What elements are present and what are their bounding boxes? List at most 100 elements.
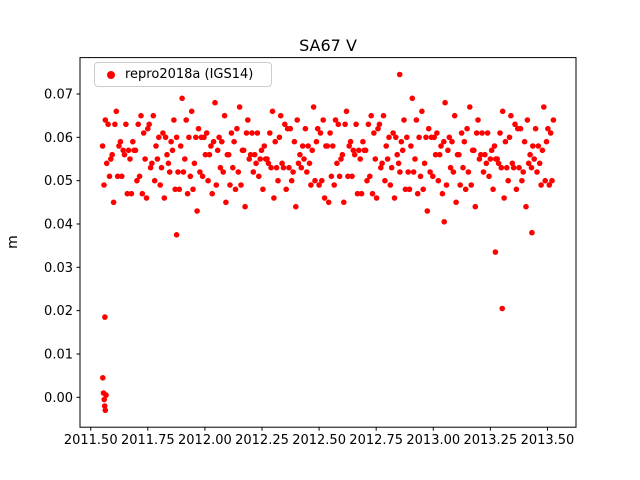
data-point xyxy=(378,164,384,171)
data-point xyxy=(184,190,191,197)
data-point xyxy=(499,108,506,115)
data-point xyxy=(102,407,109,414)
data-point xyxy=(306,160,313,167)
data-point xyxy=(101,182,107,188)
data-point xyxy=(99,143,106,149)
data-point xyxy=(506,134,513,141)
data-point xyxy=(488,147,495,154)
data-point xyxy=(436,151,443,158)
data-point xyxy=(273,164,280,171)
data-point xyxy=(387,182,394,188)
data-point xyxy=(304,169,310,175)
data-point xyxy=(499,305,506,312)
data-point xyxy=(295,160,302,167)
data-point xyxy=(140,130,147,136)
data-point xyxy=(534,169,540,175)
data-point xyxy=(260,186,266,193)
data-point xyxy=(124,190,131,197)
data-point xyxy=(339,151,346,158)
data-point xyxy=(539,147,546,154)
data-point xyxy=(449,138,455,145)
data-point xyxy=(112,121,118,128)
data-point xyxy=(212,99,218,106)
x-tick-label: 2012.75 xyxy=(349,433,403,448)
data-point xyxy=(547,130,554,136)
x-tick-label: 2012.25 xyxy=(235,433,289,448)
axes-box xyxy=(79,57,577,428)
data-point xyxy=(424,208,431,214)
data-point xyxy=(376,121,383,128)
data-point xyxy=(408,143,414,149)
data-point xyxy=(520,169,526,175)
data-point xyxy=(199,173,206,180)
data-point xyxy=(473,130,480,136)
chart-title: SA67 V xyxy=(299,36,357,55)
data-point xyxy=(480,169,487,175)
data-point xyxy=(382,177,388,184)
data-point xyxy=(168,138,174,145)
data-point xyxy=(257,156,264,162)
data-point xyxy=(425,125,432,132)
data-point xyxy=(491,143,498,149)
data-point xyxy=(342,121,348,128)
data-point xyxy=(297,151,303,158)
data-point xyxy=(139,190,146,197)
data-point xyxy=(420,186,427,193)
data-point xyxy=(280,164,287,171)
data-point xyxy=(349,173,355,180)
data-point xyxy=(354,190,361,197)
data-point xyxy=(516,164,522,171)
data-point xyxy=(186,134,192,141)
data-point xyxy=(138,112,144,119)
data-point xyxy=(320,117,327,123)
y-tick-label: 0.05 xyxy=(44,174,73,189)
data-point xyxy=(108,156,114,162)
data-point xyxy=(447,164,454,171)
data-point xyxy=(301,156,307,162)
data-point xyxy=(343,108,350,115)
data-point xyxy=(313,138,320,145)
data-point xyxy=(261,143,268,149)
data-point xyxy=(375,125,381,132)
data-point xyxy=(483,160,490,167)
data-point xyxy=(171,117,177,123)
data-point xyxy=(145,125,151,132)
data-point xyxy=(254,130,261,136)
data-point xyxy=(220,169,226,175)
data-point xyxy=(492,249,499,255)
data-point xyxy=(513,186,520,193)
data-point xyxy=(401,117,407,123)
data-point xyxy=(251,151,258,158)
data-point xyxy=(173,134,180,141)
data-point xyxy=(346,143,353,149)
data-point xyxy=(360,138,366,145)
data-point xyxy=(149,160,155,167)
data-point xyxy=(127,156,133,162)
data-point xyxy=(441,138,447,145)
data-point xyxy=(132,147,139,154)
data-point xyxy=(153,143,159,149)
data-point xyxy=(510,164,517,171)
data-point xyxy=(450,169,457,175)
data-point xyxy=(201,134,207,141)
x-tick-label: 2012.50 xyxy=(292,433,346,448)
data-point xyxy=(312,177,318,184)
data-point xyxy=(217,164,224,171)
data-point xyxy=(529,229,535,236)
data-point xyxy=(225,151,232,158)
legend-marker-dot-icon xyxy=(107,70,115,79)
data-point xyxy=(413,117,420,123)
data-point xyxy=(386,134,392,141)
data-point xyxy=(101,403,108,409)
data-point xyxy=(421,160,428,167)
data-point xyxy=(364,177,370,184)
data-point xyxy=(351,151,358,158)
legend: repro2018a (IGS14) xyxy=(94,62,273,87)
data-point xyxy=(532,125,539,132)
data-point xyxy=(214,147,221,154)
data-point xyxy=(208,143,214,149)
data-point xyxy=(432,151,439,158)
data-point xyxy=(475,117,481,123)
data-point xyxy=(446,134,453,141)
data-point xyxy=(414,190,421,197)
